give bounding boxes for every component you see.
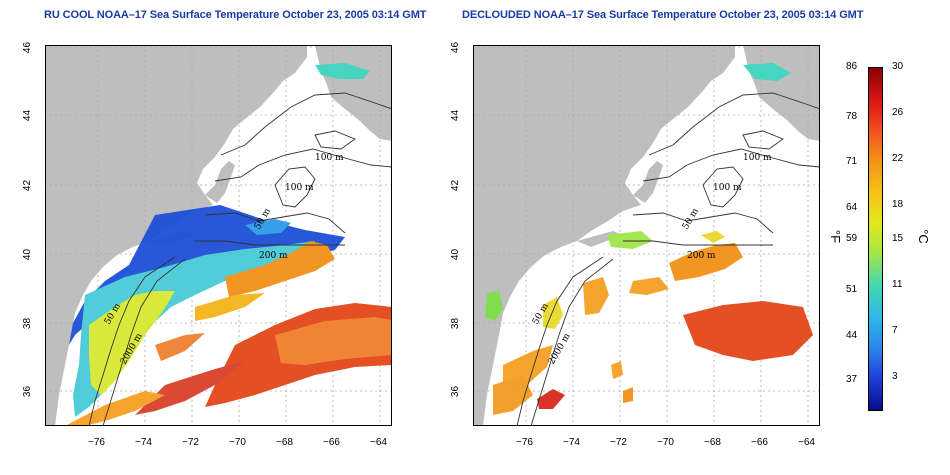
x-tick-label: −76 bbox=[516, 437, 533, 448]
celsius-tick: 26 bbox=[892, 107, 904, 118]
cape-cod-land bbox=[633, 161, 663, 203]
y-tick-label: 40 bbox=[22, 248, 34, 261]
right-map-title: DECLOUDED NOAA–17 Sea Surface Temperatur… bbox=[462, 9, 864, 21]
isobath-label: 200 m bbox=[259, 251, 288, 261]
y-tick-label: 44 bbox=[22, 109, 34, 122]
x-tick-label: −76 bbox=[88, 437, 105, 448]
plot-frame bbox=[473, 45, 820, 426]
x-tick-label: −74 bbox=[135, 437, 152, 448]
fahrenheit-tick: 59 bbox=[846, 233, 858, 244]
celsius-tick: 18 bbox=[892, 199, 904, 210]
fahrenheit-tick: 64 bbox=[846, 202, 858, 213]
isobath-label: 100 m bbox=[743, 153, 772, 163]
x-tick-label: −72 bbox=[182, 437, 199, 448]
celsius-tick: 3 bbox=[892, 371, 898, 382]
right-sst-map: 100 m 100 m 50 m 200 m 50 m 2000 m bbox=[473, 45, 820, 426]
sst-data-patches bbox=[485, 63, 813, 415]
land-mass bbox=[45, 45, 307, 426]
fahrenheit-tick: 37 bbox=[846, 374, 858, 385]
y-tick-label: 46 bbox=[22, 41, 34, 54]
y-tick-label: 40 bbox=[450, 248, 462, 261]
x-tick-label: −64 bbox=[370, 437, 387, 448]
x-tick-label: −64 bbox=[798, 437, 815, 448]
celsius-unit-label: °C bbox=[915, 229, 931, 244]
y-tick-label: 46 bbox=[450, 41, 462, 54]
fahrenheit-tick: 51 bbox=[846, 284, 858, 295]
y-tick-label: 44 bbox=[450, 109, 462, 122]
temperature-colorbar bbox=[868, 67, 883, 411]
isobath-label: 100 m bbox=[315, 153, 344, 163]
celsius-tick: 11 bbox=[892, 279, 903, 290]
x-tick-label: −66 bbox=[751, 437, 768, 448]
y-tick-label: 36 bbox=[450, 385, 462, 398]
fahrenheit-tick: 44 bbox=[846, 330, 858, 341]
fahrenheit-tick: 78 bbox=[846, 111, 858, 122]
y-tick-label: 42 bbox=[22, 179, 34, 192]
fahrenheit-unit-label: °F bbox=[828, 229, 844, 244]
x-tick-label: −72 bbox=[610, 437, 627, 448]
isobath-label: 200 m bbox=[687, 251, 716, 261]
cape-cod-land bbox=[205, 161, 235, 203]
y-tick-label: 42 bbox=[450, 179, 462, 192]
left-sst-map: 100 m 100 m 50 m 200 m 50 m 2000 m bbox=[45, 45, 392, 426]
right-map-canvas: 100 m 100 m 50 m 200 m 50 m 2000 m bbox=[473, 45, 820, 426]
x-tick-label: −66 bbox=[323, 437, 340, 448]
fahrenheit-tick: 71 bbox=[846, 156, 858, 167]
x-tick-label: −70 bbox=[657, 437, 674, 448]
isobath-label: 100 m bbox=[713, 183, 742, 193]
isobath-contours bbox=[88, 92, 392, 426]
plot-frame bbox=[45, 45, 392, 426]
celsius-tick: 22 bbox=[892, 153, 904, 164]
x-tick-label: −68 bbox=[276, 437, 293, 448]
y-tick-label: 38 bbox=[450, 317, 462, 330]
celsius-tick: 7 bbox=[892, 325, 898, 336]
y-tick-label: 38 bbox=[22, 317, 34, 330]
isobath-label: 100 m bbox=[285, 183, 314, 193]
left-map-canvas: 100 m 100 m 50 m 200 m 50 m 2000 m bbox=[45, 45, 392, 426]
fahrenheit-tick: 86 bbox=[846, 61, 858, 72]
y-tick-label: 36 bbox=[22, 385, 34, 398]
x-tick-label: −74 bbox=[563, 437, 580, 448]
isobath-contours bbox=[516, 92, 820, 426]
x-tick-label: −68 bbox=[704, 437, 721, 448]
land-mass bbox=[473, 45, 735, 426]
celsius-tick: 15 bbox=[892, 233, 904, 244]
sst-data-patches bbox=[65, 63, 392, 426]
x-tick-label: −70 bbox=[229, 437, 246, 448]
left-map-title: RU COOL NOAA–17 Sea Surface Temperature … bbox=[44, 9, 427, 21]
celsius-tick: 30 bbox=[892, 61, 904, 72]
